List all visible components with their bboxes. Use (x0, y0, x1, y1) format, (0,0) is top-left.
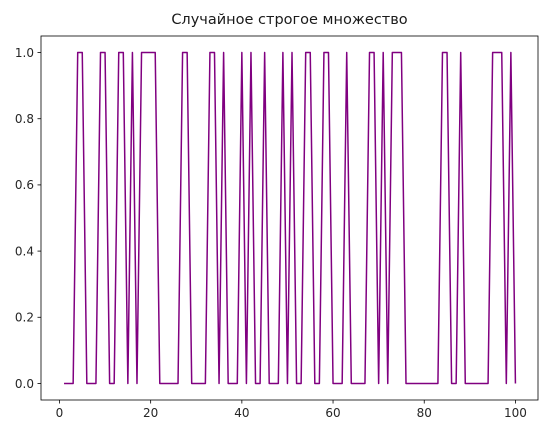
chart-title: Случайное строгое множество (171, 12, 407, 28)
x-tick-label: 0 (56, 406, 64, 420)
x-axis: 0 20 40 60 80 100 (56, 400, 527, 420)
x-tick-label: 60 (325, 406, 340, 420)
x-tick-label: 100 (504, 406, 527, 420)
plot-area (64, 51, 517, 385)
x-tick-label: 80 (417, 406, 432, 420)
plot-frame (40, 35, 539, 401)
y-tick-label: 0.4 (15, 244, 34, 258)
y-tick-label: 0.0 (15, 377, 34, 391)
x-tick-label: 40 (234, 406, 249, 420)
y-axis: 0.0 0.2 0.4 0.6 0.8 1.0 (15, 46, 41, 391)
y-tick-label: 0.2 (15, 311, 34, 325)
y-tick-label: 0.6 (15, 178, 34, 192)
y-tick-label: 1.0 (15, 46, 34, 60)
series-line-0 (64, 51, 517, 385)
y-tick-label: 0.8 (15, 112, 34, 126)
x-tick-label: 20 (143, 406, 158, 420)
